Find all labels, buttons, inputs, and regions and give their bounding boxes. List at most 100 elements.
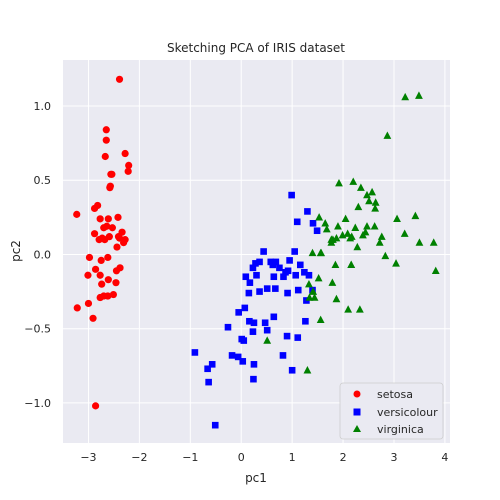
data-point-versicolour (293, 218, 301, 226)
data-point-versicolour (263, 285, 271, 292)
data-points (73, 75, 440, 429)
x-tick-label: −3 (80, 451, 96, 464)
data-point-versicolour (250, 361, 258, 368)
data-point-versicolour (250, 375, 257, 383)
y-tick-label: 0.5 (34, 174, 52, 187)
data-point-virginica (359, 230, 367, 239)
data-point-setosa (115, 75, 124, 83)
data-point-virginica (363, 190, 371, 199)
data-point-setosa (73, 210, 81, 218)
data-point-versicolour (256, 288, 263, 295)
data-point-versicolour (313, 227, 321, 235)
data-point-virginica (335, 179, 343, 187)
legend: setosa versicolour virginica (339, 382, 444, 440)
data-point-setosa (91, 265, 100, 273)
data-point-versicolour (242, 273, 250, 281)
x-tick-label: 1 (289, 451, 296, 464)
data-point-versicolour (270, 313, 278, 321)
data-point-setosa (121, 149, 129, 158)
data-point-virginica (371, 198, 380, 206)
data-point-virginica (371, 204, 380, 212)
y-axis-label: pc2 (9, 240, 23, 262)
x-tick-label: −1 (182, 451, 198, 464)
legend-label-setosa: setosa (377, 388, 413, 401)
data-point-virginica (368, 187, 376, 196)
data-point-virginica (431, 266, 440, 274)
data-point-virginica (353, 242, 362, 251)
data-point-versicolour (205, 378, 212, 386)
data-point-setosa (102, 126, 110, 134)
data-point-virginica (370, 222, 379, 230)
data-point-versicolour (234, 353, 242, 361)
data-point-versicolour (296, 261, 304, 269)
data-point-versicolour (260, 248, 267, 255)
x-axis-label: pc1 (245, 471, 267, 485)
legend-marker-virginica (353, 425, 361, 432)
data-point-versicolour (291, 248, 298, 255)
data-point-virginica (381, 251, 390, 260)
data-point-virginica (344, 305, 353, 313)
data-point-setosa (90, 230, 99, 238)
data-point-virginica (321, 219, 330, 227)
data-point-versicolour (272, 258, 280, 266)
data-point-virginica (332, 294, 341, 303)
data-point-virginica (400, 229, 409, 237)
x-tick-label: −2 (131, 451, 147, 464)
data-point-versicolour (239, 358, 247, 365)
data-point-versicolour (272, 285, 279, 292)
data-point-setosa (84, 299, 93, 308)
data-point-setosa (113, 243, 121, 251)
data-point-virginica (351, 223, 360, 231)
data-point-virginica (392, 259, 400, 267)
data-point-virginica (411, 211, 420, 220)
data-point-setosa (125, 161, 133, 169)
data-point-virginica (401, 92, 410, 101)
data-point-versicolour (246, 317, 253, 325)
data-point-versicolour (249, 264, 257, 272)
data-point-versicolour (305, 271, 313, 279)
data-point-versicolour (283, 332, 291, 340)
data-point-virginica (355, 305, 364, 313)
data-point-versicolour (302, 317, 309, 325)
data-point-versicolour (263, 326, 271, 334)
data-point-virginica (303, 366, 312, 374)
data-point-setosa (112, 279, 120, 287)
data-point-versicolour (267, 258, 275, 266)
data-point-setosa (100, 224, 108, 232)
data-point-setosa (73, 304, 81, 312)
data-point-virginica (305, 293, 314, 301)
data-point-versicolour (240, 337, 248, 344)
data-point-setosa (102, 136, 110, 144)
data-point-setosa (119, 238, 128, 247)
data-point-versicolour (204, 365, 211, 373)
data-point-setosa (104, 292, 112, 300)
data-point-setosa (104, 215, 112, 223)
data-point-versicolour (208, 361, 216, 368)
data-point-virginica (363, 222, 371, 230)
data-point-versicolour (309, 219, 317, 227)
data-point-setosa (91, 402, 100, 410)
data-point-virginica (332, 233, 341, 242)
data-point-versicolour (246, 279, 254, 286)
data-point-setosa (108, 224, 116, 232)
data-point-versicolour (304, 208, 311, 215)
data-point-setosa (84, 271, 92, 279)
data-point-virginica (356, 183, 365, 191)
data-point-versicolour (191, 349, 199, 356)
x-tick-label: 4 (441, 451, 448, 464)
data-point-versicolour (270, 273, 278, 281)
data-point-versicolour (288, 191, 295, 199)
y-tick-label: 0.0 (34, 248, 52, 261)
data-point-virginica (347, 260, 356, 269)
data-point-versicolour (261, 319, 269, 327)
data-point-setosa (98, 280, 106, 288)
data-point-virginica (349, 177, 358, 185)
data-point-versicolour (294, 286, 302, 294)
y-tick-label: −0.5 (24, 323, 51, 336)
y-tick-labels: −1.0 −0.5 0.0 0.5 1.0 (24, 100, 51, 410)
data-point-virginica (310, 293, 319, 301)
data-point-versicolour (276, 264, 283, 272)
data-point-setosa (104, 276, 112, 284)
data-point-versicolour (224, 323, 232, 331)
